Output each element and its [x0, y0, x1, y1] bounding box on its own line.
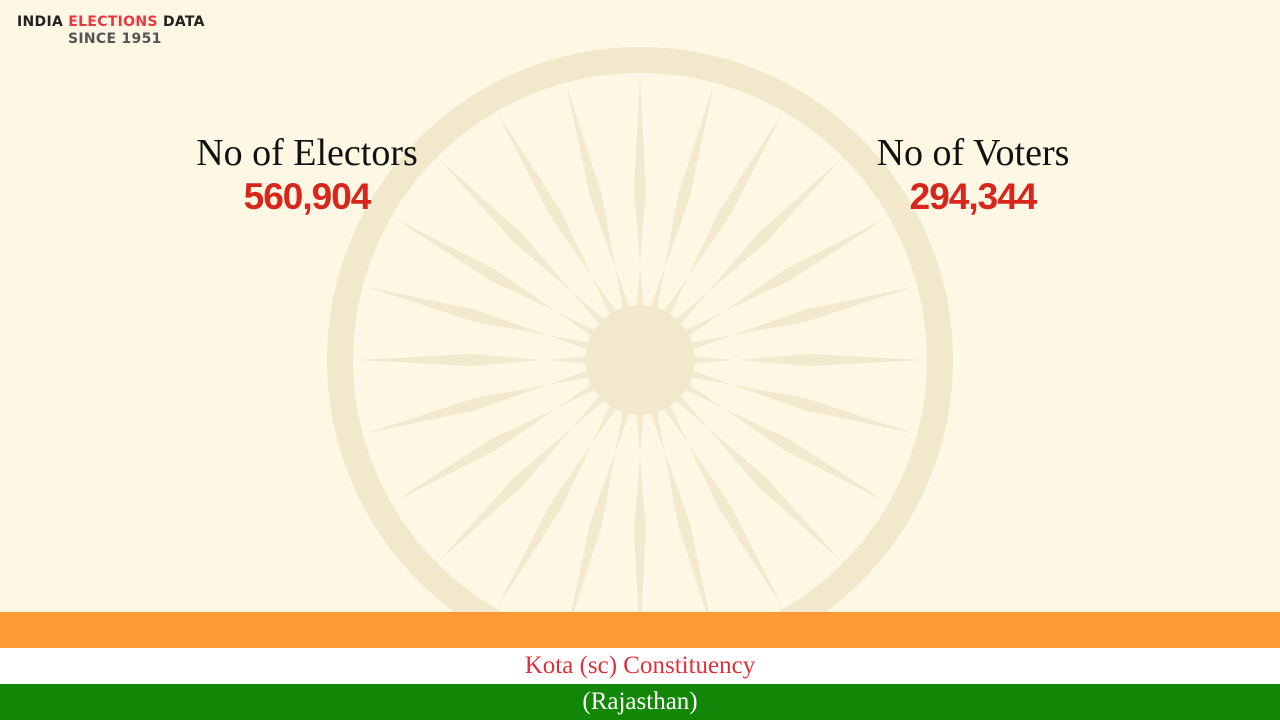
wheel-spoke: [364, 286, 588, 349]
chakra-background: [327, 47, 953, 612]
stat-value: 560,904: [243, 176, 372, 217]
stat-label: No of Electors: [196, 132, 418, 174]
stat-block: No of Voters 294,344: [773, 130, 1173, 218]
wheel-spoke: [571, 412, 629, 612]
wheel-spoke: [364, 371, 588, 434]
wheel-spoke: [393, 217, 595, 336]
flag-band-white: Kota (sc) Constituency: [0, 648, 1280, 684]
wheel-rim: [327, 47, 953, 612]
logo-word: DATA: [162, 14, 205, 30]
wheel-spoke: [497, 405, 616, 607]
wheel-spoke: [634, 414, 646, 612]
wheel-spoke: [438, 158, 604, 324]
stat-block: No of Electors 560,904: [107, 130, 507, 218]
wheel-spoke: [566, 84, 629, 308]
wheel-spoke: [692, 371, 916, 434]
wheel-spoke: [685, 217, 887, 336]
flag-band-orange: [0, 612, 1280, 648]
wheel-spoke: [664, 405, 783, 607]
wheel-hub: [585, 305, 695, 415]
state-name: (Rajasthan): [582, 688, 698, 715]
stat-value: 294,344: [909, 176, 1038, 217]
wheel-spoke: [651, 412, 709, 612]
logo: INDIA ELECTIONS DATA SINCE 1951: [17, 14, 205, 48]
wheel-spoke: [664, 113, 783, 315]
logo-tagline: SINCE 1951: [68, 31, 162, 47]
wheel-spoke: [685, 384, 887, 503]
wheel-spoke: [634, 75, 646, 306]
wheel-spoke: [692, 286, 916, 349]
logo-word: ELECTIONS: [68, 14, 158, 30]
wheel-spoke: [651, 84, 714, 308]
logo-word: INDIA: [17, 14, 64, 30]
wheel-spoke: [694, 354, 925, 366]
wheel-spoke: [438, 396, 604, 562]
wheel-spoke: [393, 384, 595, 503]
constituency-name: Kota (sc) Constituency: [524, 652, 756, 679]
stat-label: No of Voters: [876, 132, 1070, 174]
wheel-spoke: [676, 396, 842, 562]
wheel-spoke: [676, 158, 842, 324]
wheel-spokes: [355, 75, 925, 612]
wheel-spoke: [497, 113, 616, 315]
flag-band-green: (Rajasthan): [0, 684, 1280, 720]
wheel-spoke: [355, 354, 586, 366]
